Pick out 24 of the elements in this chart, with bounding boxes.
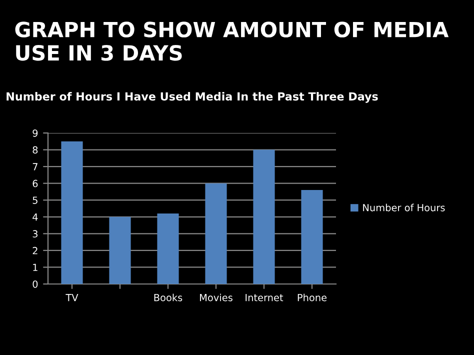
y-tick-label: 3 bbox=[32, 230, 38, 238]
y-tick-label: 5 bbox=[32, 196, 38, 204]
bar bbox=[157, 214, 179, 284]
y-tick-label: 7 bbox=[32, 163, 38, 170]
bar bbox=[205, 183, 227, 284]
y-tick-label: 8 bbox=[32, 146, 38, 154]
bar bbox=[61, 141, 83, 284]
x-tick-label: Internet bbox=[246, 294, 284, 302]
x-tick-label: TV bbox=[66, 294, 78, 302]
x-tick-label: Books bbox=[154, 294, 182, 302]
bar bbox=[301, 190, 323, 284]
legend-label: Number of Hours bbox=[363, 204, 445, 212]
y-tick-label: 9 bbox=[32, 129, 38, 137]
y-tick-label: 2 bbox=[32, 246, 38, 254]
chart-subtitle: Number of Hours I Have Used Media In the Past Three Days bbox=[6, 92, 378, 103]
y-tick-label: 1 bbox=[33, 264, 38, 271]
x-tick-label: Phone bbox=[298, 294, 327, 302]
y-tick-label: 4 bbox=[32, 213, 38, 221]
x-tick-label: Movies bbox=[200, 294, 232, 302]
y-tick-label: 0 bbox=[32, 280, 38, 288]
y-tick-label: 6 bbox=[32, 180, 38, 188]
bar bbox=[109, 216, 131, 284]
chart-title: GRAPH TO SHOW AMOUNT OF MEDIA USE IN 3 DAYS bbox=[15, 22, 449, 61]
bar bbox=[253, 150, 275, 284]
